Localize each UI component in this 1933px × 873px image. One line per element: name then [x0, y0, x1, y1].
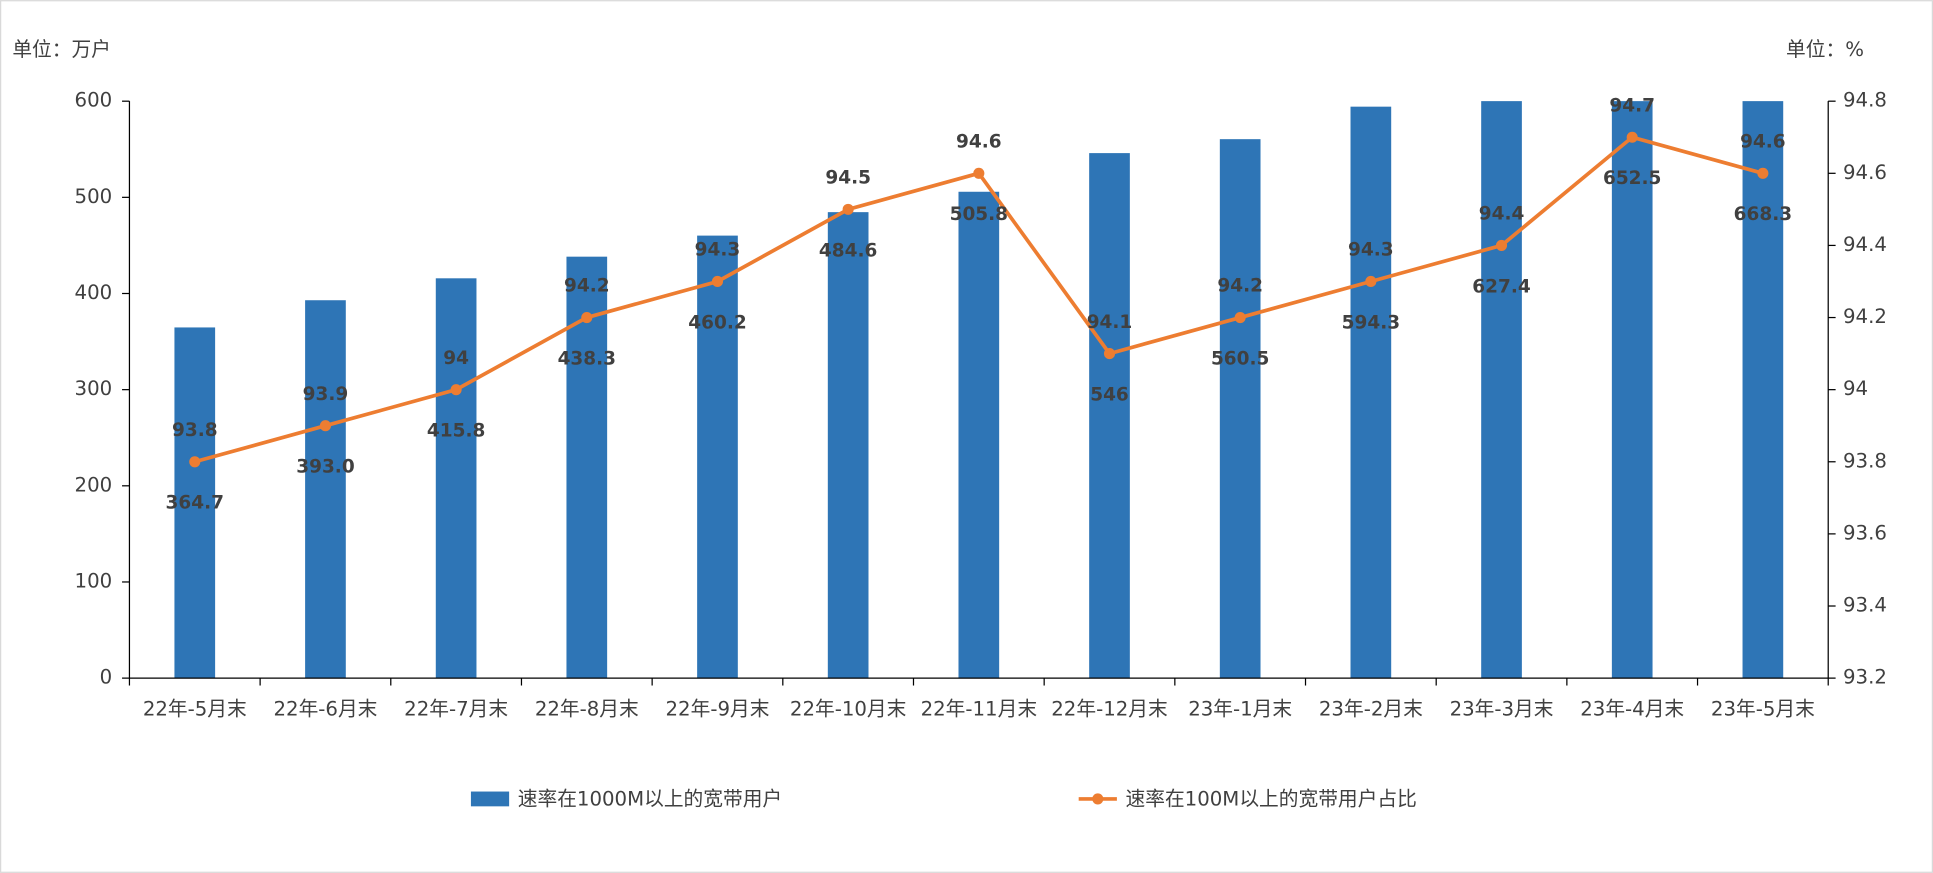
line-value-label: 94.2: [564, 276, 610, 297]
bar-value-label: 546: [1090, 385, 1129, 406]
y2-tick-label: 94.4: [1843, 233, 1887, 256]
line-value-label: 94.7: [1609, 95, 1655, 116]
line-value-label: 94.1: [1087, 312, 1133, 333]
x-tick-label: 22年-12月末: [1051, 698, 1168, 721]
y2-tick-label: 94.8: [1843, 89, 1887, 112]
bar-value-label: 364.7: [166, 493, 224, 514]
x-tick-label: 22年-5月末: [143, 698, 247, 721]
x-tick-label: 22年-6月末: [273, 698, 377, 721]
bar: [435, 278, 477, 679]
bar: [1089, 153, 1130, 679]
bar-value-label: 668.3: [1734, 204, 1792, 225]
x-tick-label: 23年-5月末: [1711, 698, 1815, 721]
y-tick-label: 600: [75, 89, 113, 112]
x-tick-label: 23年-3月末: [1450, 698, 1554, 721]
bar: [1611, 101, 1653, 679]
bar: [1481, 101, 1522, 679]
bar-value-label: 438.3: [558, 348, 616, 369]
legend-label: 速率在100M以上的宽带用户占比: [1126, 788, 1417, 811]
unit-right: 单位：%: [1786, 38, 1864, 61]
bar-group: [174, 101, 1784, 679]
line-value-label: 94.3: [695, 240, 741, 261]
bar: [1742, 101, 1784, 679]
x-tick-label: 22年-9月末: [666, 698, 770, 721]
y-tick-label: 500: [75, 185, 113, 208]
x-tick-label: 22年-10月末: [790, 698, 907, 721]
y-tick-label: 100: [75, 569, 113, 592]
line-marker: [1103, 348, 1116, 360]
line-value-label: 93.8: [172, 420, 218, 441]
line-marker: [1234, 311, 1246, 324]
line-marker: [1757, 167, 1769, 179]
line-marker: [581, 311, 593, 324]
bar-value-label: 652.5: [1603, 168, 1661, 189]
line-value-label: 94.6: [1740, 131, 1786, 152]
line-marker: [711, 275, 724, 288]
y-tick-label: 0: [100, 666, 113, 689]
bar-value-label: 484.6: [819, 240, 877, 261]
line-marker: [1626, 131, 1638, 143]
y2-tick-label: 93.6: [1843, 521, 1887, 544]
line-marker: [189, 456, 201, 468]
x-tick-label: 23年-4月末: [1580, 698, 1684, 721]
bar: [958, 191, 1000, 679]
line-value-label: 94.6: [956, 131, 1002, 152]
line-value-label: 94.4: [1479, 204, 1525, 225]
legend-swatch: [470, 791, 510, 807]
x-tick-label: 22年-11月末: [921, 698, 1038, 721]
y2-tick-label: 94: [1843, 377, 1868, 400]
bar-value-label: 460.2: [688, 312, 746, 333]
y2-tick-label: 93.2: [1843, 666, 1887, 689]
line-value-label: 93.9: [303, 384, 349, 405]
y2-tick-label: 93.8: [1843, 449, 1887, 472]
bar-value-label: 594.3: [1342, 312, 1400, 333]
x-tick-label: 23年-2月末: [1319, 698, 1423, 721]
line-marker: [319, 420, 332, 432]
line-marker: [1365, 275, 1377, 288]
x-tick-label: 22年-8月末: [535, 698, 639, 721]
y2-tick-label: 93.4: [1843, 594, 1887, 617]
x-tick-label: 23年-1月末: [1188, 698, 1292, 721]
y2-tick-label: 94.6: [1843, 161, 1887, 184]
y-tick-label: 300: [75, 377, 113, 400]
bar-value-label: 393.0: [296, 457, 354, 478]
bar: [1350, 106, 1392, 679]
y2-tick-label: 94.2: [1843, 305, 1887, 328]
bar-value-label: 560.5: [1211, 348, 1269, 369]
unit-left: 单位：万户: [12, 38, 111, 61]
bar: [1219, 139, 1261, 679]
bar-value-label: 627.4: [1472, 276, 1531, 297]
line-marker: [1495, 239, 1508, 251]
line-value-label: 94.3: [1348, 240, 1394, 261]
legend-label: 速率在1000M以上的宽带用户: [518, 788, 782, 811]
y-tick-label: 200: [75, 473, 113, 496]
line-value-label: 94: [443, 348, 469, 369]
bar-value-label: 505.8: [950, 204, 1008, 225]
bar: [174, 327, 216, 679]
line-marker: [450, 384, 462, 396]
x-tick-label: 22年-7月末: [404, 698, 508, 721]
bar: [827, 212, 869, 679]
line-marker: [973, 167, 985, 179]
legend-marker: [1092, 793, 1104, 805]
bar: [305, 300, 346, 679]
line-marker: [842, 203, 854, 215]
y-tick-label: 400: [75, 281, 113, 304]
line-value-label: 94.5: [825, 168, 871, 189]
bar: [697, 235, 738, 679]
bar-value-label: 415.8: [427, 421, 485, 442]
line-value-label: 94.2: [1217, 276, 1263, 297]
